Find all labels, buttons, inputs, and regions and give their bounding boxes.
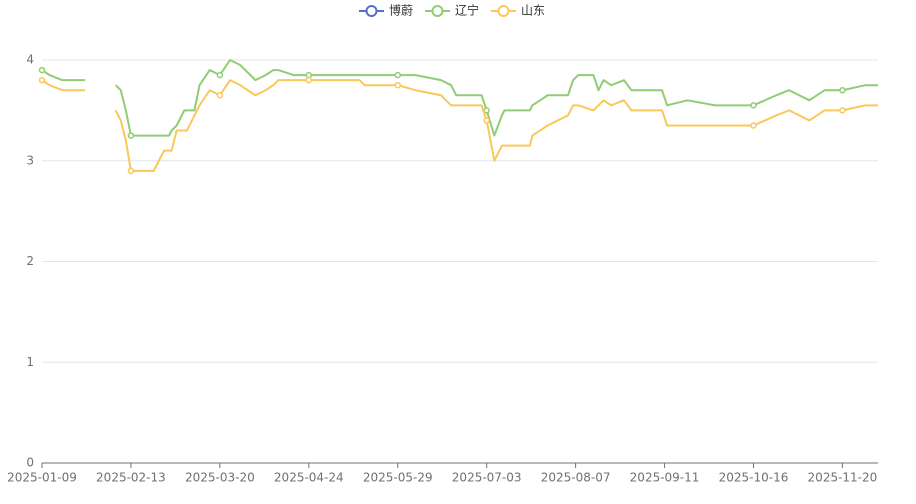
point (305, 76, 313, 84)
point (38, 76, 46, 84)
point (216, 92, 224, 99)
legend-label[interactable]: 博蔚 (389, 3, 413, 18)
point (839, 86, 846, 94)
series-line (41, 69, 86, 82)
x-tick-label: 2025-11-20 (808, 471, 878, 485)
point (38, 66, 46, 74)
y-tick-label: 4 (26, 53, 34, 67)
y-tick-label: 0 (26, 456, 34, 470)
x-tick-label: 2025-05-29 (363, 471, 433, 485)
x-tick-label: 2025-02-13 (96, 471, 166, 485)
x-tick-label: 2025-07-03 (452, 471, 522, 485)
point (839, 107, 846, 114)
point (750, 102, 757, 109)
x-tick-label: 2025-08-07 (541, 471, 611, 485)
x-tick-label: 2025-09-11 (630, 471, 700, 485)
legend-label[interactable]: 辽宁 (455, 3, 479, 18)
point (483, 117, 490, 124)
legend-label[interactable]: 山东 (521, 4, 545, 18)
y-tick-label: 2 (26, 254, 34, 268)
legend-icon[interactable] (497, 5, 510, 17)
point (394, 71, 401, 79)
legend-icon[interactable] (365, 5, 378, 17)
point (216, 71, 224, 79)
x-tick-label: 2025-03-20 (185, 471, 255, 485)
point (394, 81, 401, 89)
point (127, 167, 135, 175)
y-tick-label: 3 (26, 153, 34, 167)
point (305, 71, 313, 79)
x-tick-label: 2025-04-24 (274, 471, 344, 485)
y-tick-label: 1 (26, 355, 34, 369)
legend-icon[interactable] (431, 5, 444, 17)
series-line (114, 79, 878, 172)
x-tick-label: 2025-10-16 (719, 471, 789, 485)
point (127, 132, 135, 139)
x-tick-label: 2025-01-09 (7, 471, 77, 485)
series-line (41, 79, 86, 92)
series-line (114, 59, 878, 137)
point (750, 122, 757, 129)
